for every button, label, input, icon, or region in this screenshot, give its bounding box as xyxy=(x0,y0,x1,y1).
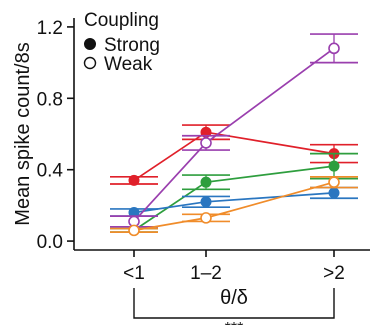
legend-marker-weak xyxy=(83,56,97,70)
series-2 xyxy=(110,186,358,219)
legend-marker-strong xyxy=(84,38,96,50)
series-4 xyxy=(110,175,358,237)
legend-label-strong: Strong xyxy=(104,35,160,56)
series-0-line xyxy=(133,131,335,182)
series-4-point-2 xyxy=(328,176,340,188)
legend-title: Coupling xyxy=(84,10,159,31)
axes: 0.0 0.4 0.8 1.2 <1 1–2 >2 xyxy=(37,18,370,284)
legend-label-weak: Weak xyxy=(104,54,153,75)
plot-area xyxy=(110,33,358,237)
x-tick-label-2: >2 xyxy=(323,263,345,284)
x-axis-title: θ/δ xyxy=(220,287,248,309)
y-tick-label-3: 1.2 xyxy=(37,18,63,39)
series-1-line xyxy=(133,165,335,232)
y-tick-label-2: 0.8 xyxy=(37,89,63,110)
series-2-point-2 xyxy=(328,187,340,199)
series-3 xyxy=(110,33,358,228)
significance-bracket: *** xyxy=(133,288,335,325)
y-tick-label-1: 0.4 xyxy=(37,161,64,182)
series-4-point-1 xyxy=(200,212,212,224)
significance-label: *** xyxy=(225,320,244,325)
series-0-point-0 xyxy=(128,174,140,186)
series-1-point-1 xyxy=(200,176,212,188)
x-tick-label-1: 1–2 xyxy=(190,263,222,284)
series-3-point-2 xyxy=(328,42,340,55)
significance-bracket-line xyxy=(133,288,335,319)
y-axis-title: Mean spike count/8s xyxy=(12,42,34,225)
x-tick-label-0: <1 xyxy=(123,263,145,284)
legend: Coupling Strong Weak xyxy=(83,10,160,75)
series-3-point-1 xyxy=(200,137,212,149)
series-0 xyxy=(110,124,358,186)
series-2-point-1 xyxy=(200,196,212,208)
series-1-point-2 xyxy=(328,160,340,172)
series-4-point-0 xyxy=(128,224,140,237)
y-tick-label-0: 0.0 xyxy=(37,232,63,253)
